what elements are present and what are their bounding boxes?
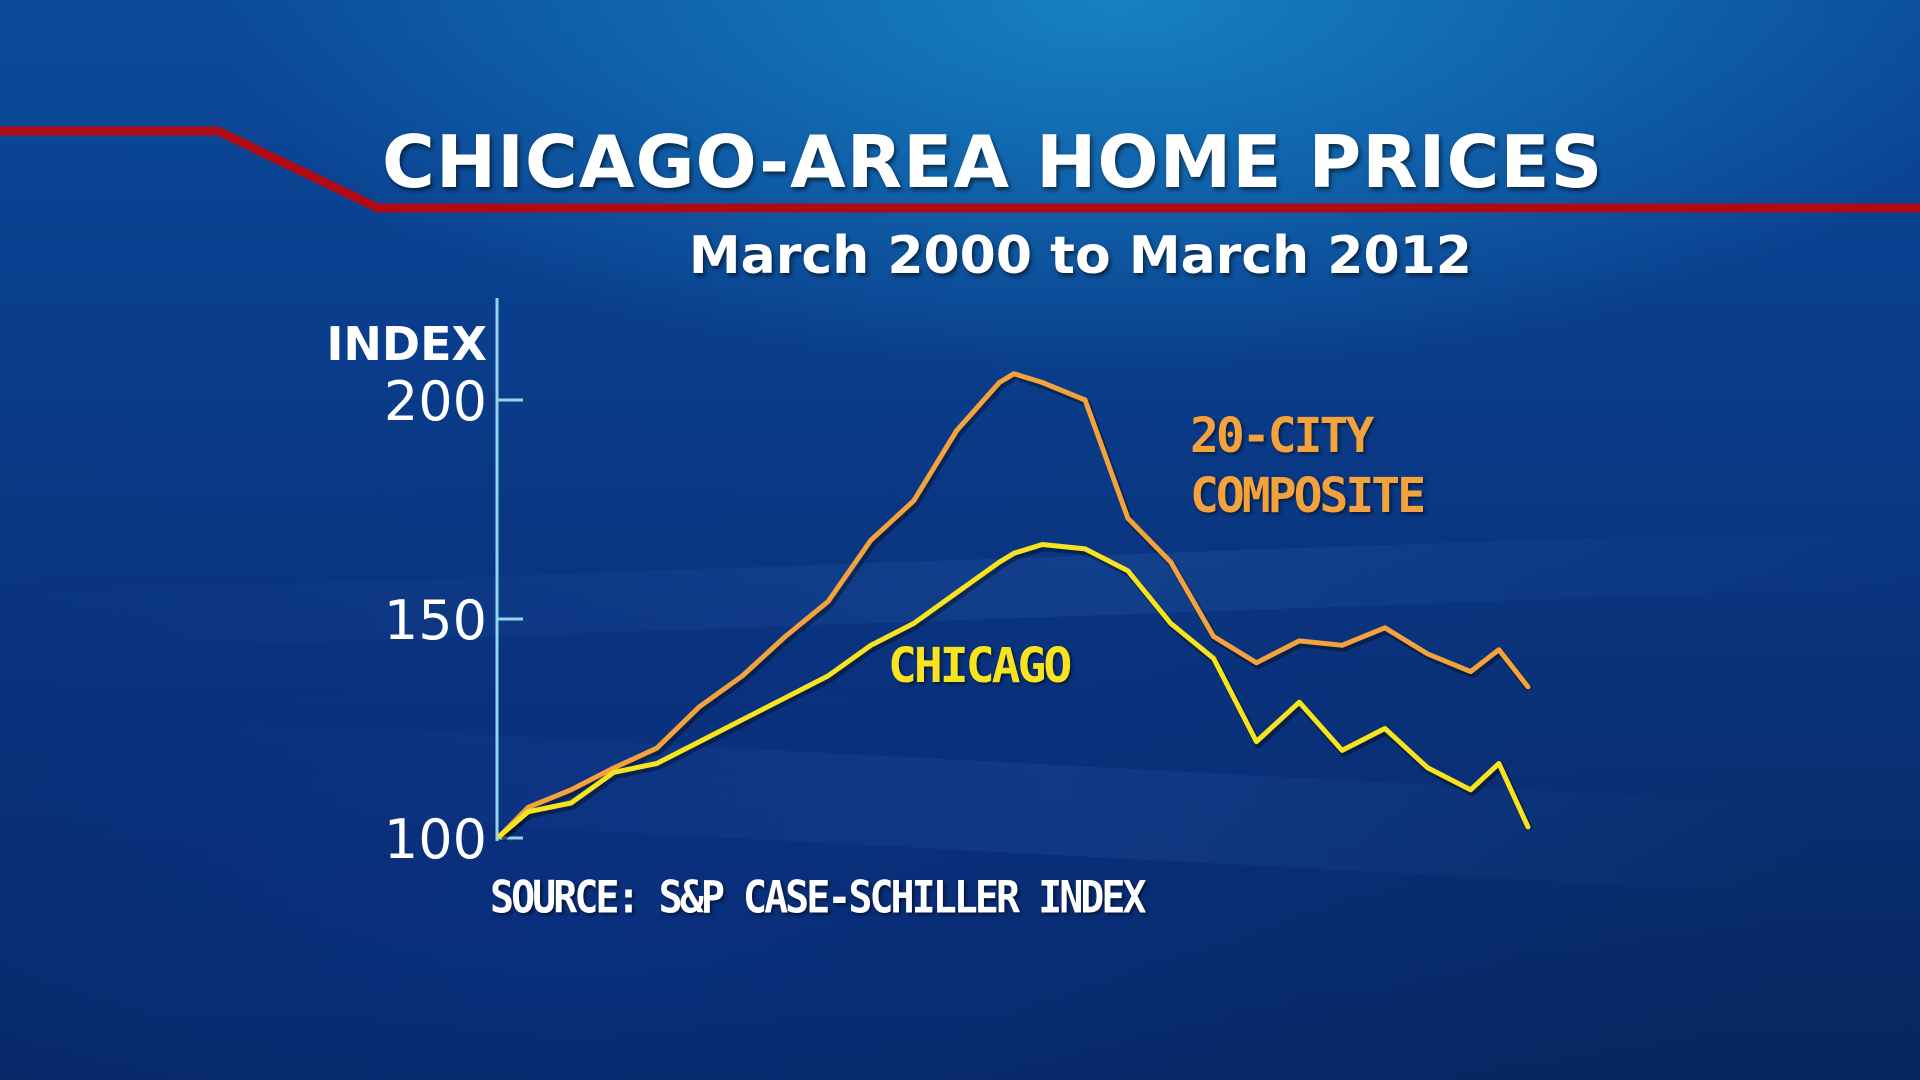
- composite-label: COMPOSITE: [1190, 468, 1423, 524]
- y-tick-label: 100: [384, 808, 487, 871]
- chart-title: CHICAGO-AREA HOME PRICES: [382, 120, 1604, 204]
- composite-label: 20-CITY: [1190, 408, 1374, 464]
- y-axis-label: INDEX: [326, 317, 487, 371]
- y-tick-label: 200: [384, 370, 487, 433]
- chart-subtitle: March 2000 to March 2012: [688, 226, 1472, 286]
- red-accent-stripe: [0, 126, 1920, 213]
- source-note: SOURCE: S&P CASE-SCHILLER INDEX: [490, 872, 1147, 924]
- series-lines: [497, 371, 1534, 842]
- y-tick-label: 150: [384, 589, 487, 652]
- chicago-label: CHICAGO: [888, 638, 1070, 694]
- chicago-line: [497, 542, 1531, 839]
- chicago-line-shadow: [499, 544, 1534, 842]
- composite-line: [497, 371, 1531, 839]
